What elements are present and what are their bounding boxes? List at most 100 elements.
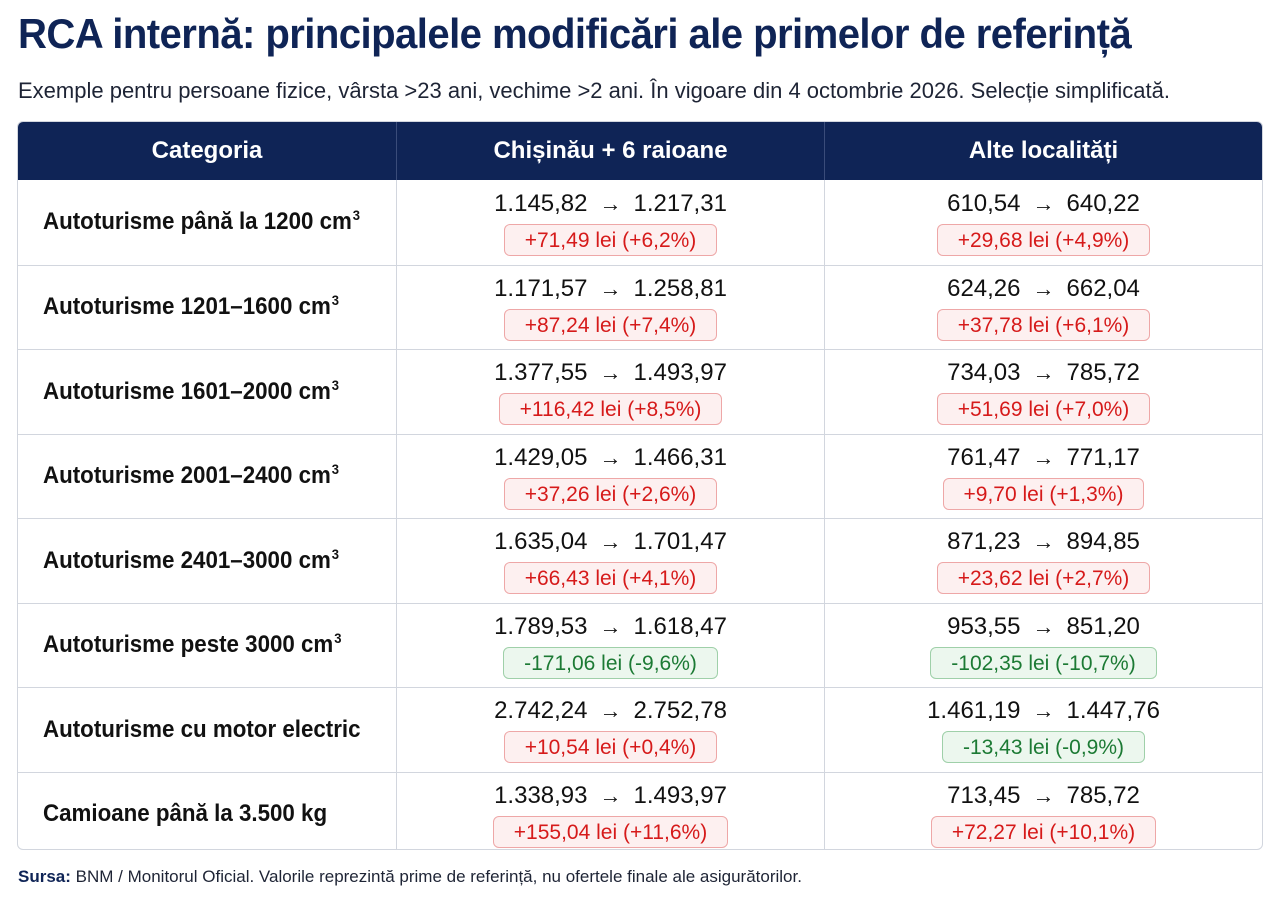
new-premium: 785,72 [1066, 781, 1140, 809]
column-header-chisinau: Chișinău + 6 raioane [397, 122, 825, 180]
premium-cell-chisinau: 1.789,53 → 1.618,47 -171,06 lei (-9,6%) [397, 603, 825, 687]
premium-cell-chisinau: 1.145,82 → 1.217,31 +71,49 lei (+6,2%) [397, 180, 825, 265]
old-premium: 734,03 [947, 359, 1021, 387]
arrow-right-icon: → [1032, 360, 1055, 386]
change-badge: +71,49 lei (+6,2%) [503, 223, 718, 256]
new-premium: 1.701,47 [633, 528, 727, 556]
price-change-line: 761,47 → 771,17 [947, 443, 1140, 473]
category-text: Autoturisme 2401–3000 cm3 [43, 547, 339, 575]
arrow-right-icon: → [599, 360, 622, 386]
old-premium: 761,47 [947, 443, 1021, 471]
arrow-right-icon: → [1032, 613, 1055, 639]
category-text: Autoturisme 2001–2400 cm3 [43, 462, 339, 490]
category-text: Camioane până la 3.500 kg [43, 800, 328, 828]
premium-cell-chisinau: 1.171,57 → 1.258,81 +87,24 lei (+7,4%) [397, 265, 825, 349]
arrow-right-icon: → [599, 782, 622, 808]
page-title: RCA internă: principalele modificări ale… [18, 10, 1132, 57]
category-cell: Camioane până la 3.500 kg [18, 772, 397, 849]
new-premium: 1.466,31 [633, 443, 727, 471]
premium-cell-alte: 713,45 → 785,72 +72,27 lei (+10,1%) [825, 773, 1262, 850]
new-premium: 1.447,76 [1066, 697, 1160, 725]
new-premium: 662,04 [1066, 274, 1140, 302]
category-text: Autoturisme cu motor electric [43, 716, 361, 744]
price-change-line: 1.377,55 → 1.493,97 [494, 358, 727, 388]
new-premium: 771,17 [1066, 443, 1140, 471]
arrow-right-icon: → [599, 190, 622, 216]
category-cell: Autoturisme 1201–1600 cm3 [18, 265, 397, 349]
category-label: Autoturisme 1601–2000 cm [43, 377, 331, 405]
new-premium: 640,22 [1066, 189, 1140, 217]
old-premium: 610,54 [947, 189, 1021, 217]
new-premium: 894,85 [1066, 528, 1140, 556]
change-badge: +37,78 lei (+6,1%) [936, 308, 1151, 341]
change-badge: +87,24 lei (+7,4%) [503, 308, 718, 341]
arrow-right-icon: → [1032, 529, 1055, 555]
new-premium: 1.217,31 [633, 189, 727, 217]
price-change-line: 734,03 → 785,72 [947, 358, 1140, 388]
category-text: Autoturisme 1601–2000 cm3 [43, 378, 339, 406]
premium-cell-alte: 610,54 → 640,22 +29,68 lei (+4,9%) [825, 180, 1262, 265]
old-premium: 624,26 [947, 274, 1021, 302]
table-row: Autoturisme cu motor electric 2.742,24 → 2.… [18, 687, 1262, 772]
category-cell: Autoturisme 2001–2400 cm3 [18, 434, 397, 518]
premium-cell-chisinau: 1.635,04 → 1.701,47 +66,43 lei (+4,1%) [397, 519, 825, 603]
old-premium: 953,55 [947, 612, 1021, 640]
table-row: Autoturisme peste 3000 cm3 1.789,53 → 1.618… [18, 602, 1262, 688]
category-cell: Autoturisme 1601–2000 cm3 [18, 350, 397, 434]
change-badge: +37,26 lei (+2,6%) [503, 477, 718, 510]
old-premium: 1.789,53 [494, 612, 588, 640]
premium-cell-alte: 734,03 → 785,72 +51,69 lei (+7,0%) [825, 350, 1262, 434]
arrow-right-icon: → [1032, 275, 1055, 301]
unit-superscript: 3 [352, 207, 361, 224]
unit-superscript: 3 [331, 461, 340, 478]
change-badge: -171,06 lei (-9,6%) [503, 646, 718, 679]
category-label: Autoturisme 2401–3000 cm [43, 546, 331, 574]
category-label: Autoturisme cu motor electric [43, 715, 361, 743]
table-row: Autoturisme până la 1200 cm3 1.145,82 → 1.2… [18, 180, 1262, 265]
change-badge: -13,43 lei (-0,9%) [941, 731, 1146, 764]
arrow-right-icon: → [1032, 190, 1055, 216]
old-premium: 871,23 [947, 528, 1021, 556]
arrow-right-icon: → [599, 275, 622, 301]
old-premium: 713,45 [947, 781, 1021, 809]
old-premium: 1.145,82 [494, 189, 588, 217]
unit-superscript: 3 [331, 545, 340, 562]
category-text: Autoturisme peste 3000 cm3 [43, 631, 341, 659]
category-label: Autoturisme până la 1200 cm [43, 208, 352, 236]
table-body: Autoturisme până la 1200 cm3 1.145,82 → 1.2… [18, 180, 1262, 850]
price-change-line: 713,45 → 785,72 [947, 781, 1140, 811]
table-header: Categoria Chișinău + 6 raioane Alte loca… [18, 122, 1262, 180]
change-badge: -102,35 lei (-10,7%) [930, 646, 1157, 679]
arrow-right-icon: → [599, 698, 622, 724]
category-label: Autoturisme peste 3000 cm [43, 631, 334, 659]
table-row: Autoturisme 1601–2000 cm3 1.377,55 → 1.493,… [18, 349, 1262, 434]
change-badge: +51,69 lei (+7,0%) [936, 393, 1151, 426]
price-change-line: 2.742,24 → 2.752,78 [494, 696, 727, 726]
price-change-line: 610,54 → 640,22 [947, 189, 1140, 219]
price-change-line: 871,23 → 894,85 [947, 527, 1140, 557]
category-cell: Autoturisme cu motor electric [18, 688, 397, 772]
premium-cell-alte: 624,26 → 662,04 +37,78 lei (+6,1%) [825, 266, 1262, 350]
category-cell: Autoturisme până la 1200 cm3 [18, 180, 397, 265]
price-change-line: 624,26 → 662,04 [947, 274, 1140, 304]
unit-superscript: 3 [331, 292, 340, 309]
category-text: Autoturisme 1201–1600 cm3 [43, 293, 339, 321]
premium-cell-alte: 761,47 → 771,17 +9,70 lei (+1,3%) [825, 435, 1262, 519]
change-badge: +29,68 lei (+4,9%) [936, 223, 1151, 256]
price-change-line: 1.171,57 → 1.258,81 [494, 274, 727, 304]
price-change-line: 1.429,05 → 1.466,31 [494, 443, 727, 473]
arrow-right-icon: → [599, 613, 622, 639]
table-row: Autoturisme 1201–1600 cm3 1.171,57 → 1.258,… [18, 264, 1262, 350]
premium-cell-alte: 1.461,19 → 1.447,76 -13,43 lei (-0,9%) [825, 688, 1262, 772]
change-badge: +9,70 lei (+1,3%) [942, 477, 1145, 510]
premiums-table: Categoria Chișinău + 6 raioane Alte loca… [17, 121, 1263, 850]
premium-cell-alte: 953,55 → 851,20 -102,35 lei (-10,7%) [825, 604, 1262, 688]
column-header-category: Categoria [18, 122, 397, 180]
new-premium: 1.258,81 [633, 274, 727, 302]
arrow-right-icon: → [599, 529, 622, 555]
page-subtitle: Exemple pentru persoane fizice, vârsta >… [18, 78, 1170, 103]
old-premium: 1.377,55 [494, 359, 588, 387]
old-premium: 1.635,04 [494, 528, 588, 556]
old-premium: 1.429,05 [494, 443, 588, 471]
old-premium: 1.338,93 [494, 781, 588, 809]
